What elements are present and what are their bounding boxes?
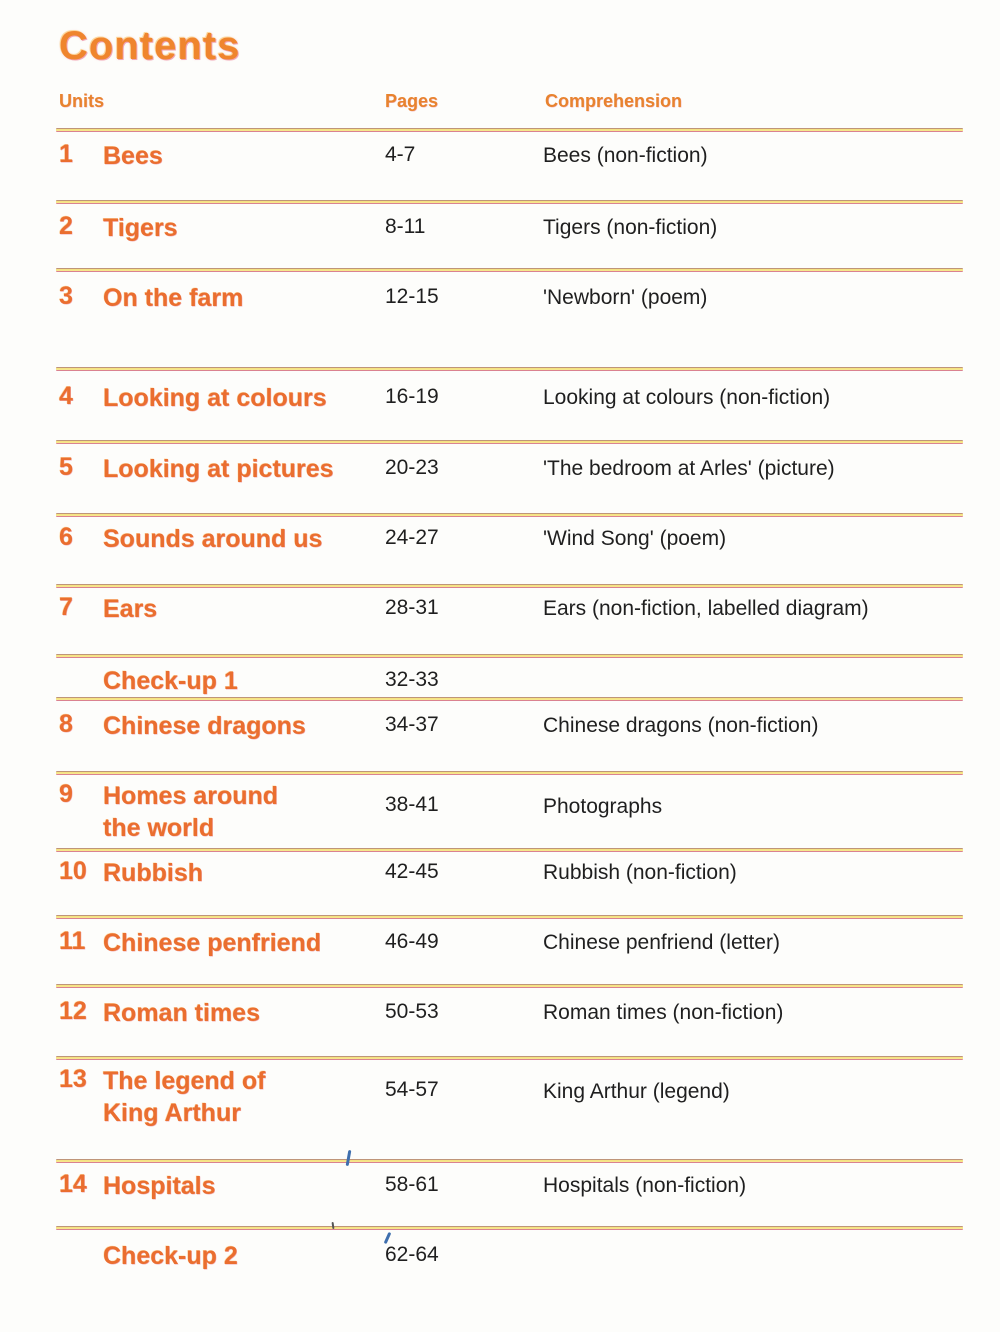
divider-line	[56, 1056, 963, 1060]
unit-number: 8	[59, 710, 73, 738]
unit-pages: 32-33	[385, 668, 439, 691]
unit-title: Tigers	[103, 214, 178, 242]
divider-line	[56, 268, 963, 272]
divider-line	[56, 440, 963, 444]
unit-comprehension: 'The bedroom at Arles' (picture)	[543, 457, 835, 480]
divider-line	[56, 1159, 963, 1163]
unit-title: Sounds around us	[103, 525, 323, 553]
divider-line	[56, 367, 963, 371]
unit-title: Looking at colours	[103, 384, 327, 412]
unit-title: Ears	[103, 595, 158, 623]
unit-number: 11	[59, 927, 86, 955]
page-title: Contents	[59, 24, 241, 68]
unit-title: The legend of King Arthur	[103, 1067, 266, 1127]
unit-comprehension: King Arthur (legend)	[543, 1080, 730, 1103]
unit-number: 7	[59, 593, 73, 621]
unit-pages: 8-11	[385, 215, 426, 238]
unit-pages: 20-23	[385, 456, 439, 479]
unit-pages: 50-53	[385, 1000, 439, 1023]
unit-comprehension: Chinese penfriend (letter)	[543, 931, 780, 954]
unit-number: 12	[59, 997, 87, 1025]
unit-number: 10	[59, 857, 87, 885]
unit-number: 14	[59, 1170, 87, 1198]
unit-title: Bees	[103, 142, 163, 170]
unit-title: Hospitals	[103, 1172, 216, 1200]
ink-mark	[345, 1149, 352, 1167]
unit-pages: 62-64	[385, 1243, 439, 1266]
unit-comprehension: Looking at colours (non-fiction)	[543, 386, 831, 409]
unit-number: 2	[59, 212, 73, 240]
unit-number: 6	[59, 523, 73, 551]
divider-line	[56, 697, 963, 701]
unit-number: 4	[59, 382, 73, 410]
unit-title: Check-up 2	[103, 1242, 238, 1270]
divider-line	[56, 771, 963, 775]
unit-title: Check-up 1	[103, 667, 238, 695]
unit-title: Looking at pictures	[103, 455, 334, 483]
unit-pages: 46-49	[385, 930, 439, 953]
ink-mark	[331, 1221, 335, 1230]
column-header-pages: Pages	[385, 91, 439, 111]
unit-number: 5	[59, 453, 73, 481]
unit-pages: 28-31	[385, 596, 439, 619]
unit-pages: 4-7	[385, 143, 416, 166]
unit-number: 1	[59, 140, 73, 168]
divider-line	[56, 200, 963, 204]
unit-comprehension: Tigers (non-fiction)	[543, 216, 718, 239]
unit-comprehension: Photographs	[543, 795, 663, 818]
unit-comprehension: 'Wind Song' (poem)	[543, 527, 727, 550]
divider-line	[56, 513, 963, 517]
unit-pages: 58-61	[385, 1173, 439, 1196]
unit-pages: 54-57	[385, 1078, 439, 1101]
unit-comprehension: Roman times (non-fiction)	[543, 1001, 784, 1024]
unit-title: Roman times	[103, 999, 260, 1027]
unit-comprehension: 'Newborn' (poem)	[543, 286, 708, 309]
divider-line	[56, 848, 963, 852]
unit-pages: 24-27	[385, 526, 439, 549]
unit-pages: 16-19	[385, 385, 439, 408]
divider-line	[56, 128, 963, 132]
unit-title: Rubbish	[103, 859, 203, 887]
unit-pages: 34-37	[385, 713, 439, 736]
unit-pages: 42-45	[385, 860, 439, 883]
unit-number: 3	[59, 282, 73, 310]
unit-comprehension: Hospitals (non-fiction)	[543, 1174, 747, 1197]
unit-title: Chinese dragons	[103, 712, 306, 740]
unit-comprehension: Chinese dragons (non-fiction)	[543, 714, 819, 737]
unit-title: Chinese penfriend	[103, 929, 322, 957]
unit-pages: 38-41	[385, 793, 439, 816]
divider-line	[56, 984, 963, 988]
unit-comprehension: Bees (non-fiction)	[543, 144, 708, 167]
unit-comprehension: Rubbish (non-fiction)	[543, 861, 737, 884]
column-header-comprehension: Comprehension	[545, 91, 683, 111]
unit-number: 13	[59, 1065, 87, 1093]
unit-comprehension: Ears (non-fiction, labelled diagram)	[543, 597, 869, 620]
unit-number: 9	[59, 780, 73, 808]
unit-title: On the farm	[103, 284, 244, 312]
divider-line	[56, 584, 963, 588]
divider-line	[56, 654, 963, 658]
divider-line	[56, 915, 963, 919]
unit-title: Homes around the world	[103, 782, 279, 842]
unit-pages: 12-15	[385, 285, 439, 308]
divider-line	[56, 1226, 963, 1230]
column-header-units: Units	[59, 91, 104, 111]
